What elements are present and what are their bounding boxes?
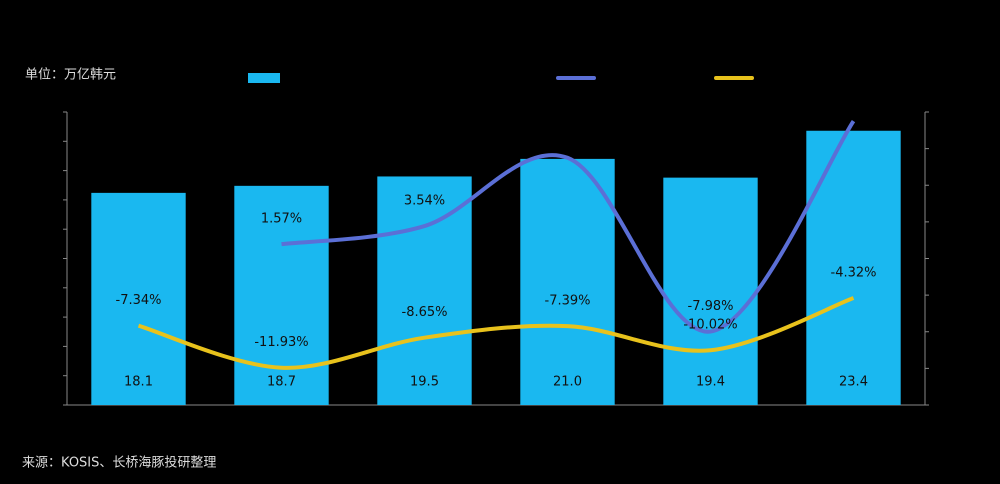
- chart-title: 单位：万亿韩元: [25, 68, 116, 83]
- bar: [520, 158, 615, 405]
- legend-swatch: [248, 73, 280, 83]
- bar-value-label: 21.0: [553, 375, 582, 390]
- bar-value-label: 19.5: [410, 375, 439, 390]
- bar: [91, 192, 186, 405]
- line-value-label: -10.02%: [683, 318, 737, 333]
- line-value-label: 3.54%: [404, 194, 445, 209]
- line-value-label: 1.57%: [261, 212, 302, 227]
- bar-value-label: 18.1: [124, 375, 153, 390]
- bar: [377, 176, 472, 405]
- bar-value-label: 19.4: [696, 375, 725, 390]
- bar-value-label: 18.7: [267, 375, 296, 390]
- line-value-label: -4.32%: [831, 266, 877, 281]
- bar-value-label: 23.4: [839, 375, 868, 390]
- line-value-label: -7.98%: [688, 299, 734, 314]
- source-note: 来源：KOSIS、长桥海豚投研整理: [22, 455, 216, 471]
- line-value-label: -7.39%: [545, 294, 591, 309]
- line-value-label: -7.34%: [116, 293, 162, 308]
- line-value-label: -11.93%: [254, 335, 308, 350]
- line-series: [137, 296, 855, 370]
- bar: [663, 177, 758, 405]
- line-value-label: -8.65%: [402, 305, 448, 320]
- line-series: [281, 120, 856, 334]
